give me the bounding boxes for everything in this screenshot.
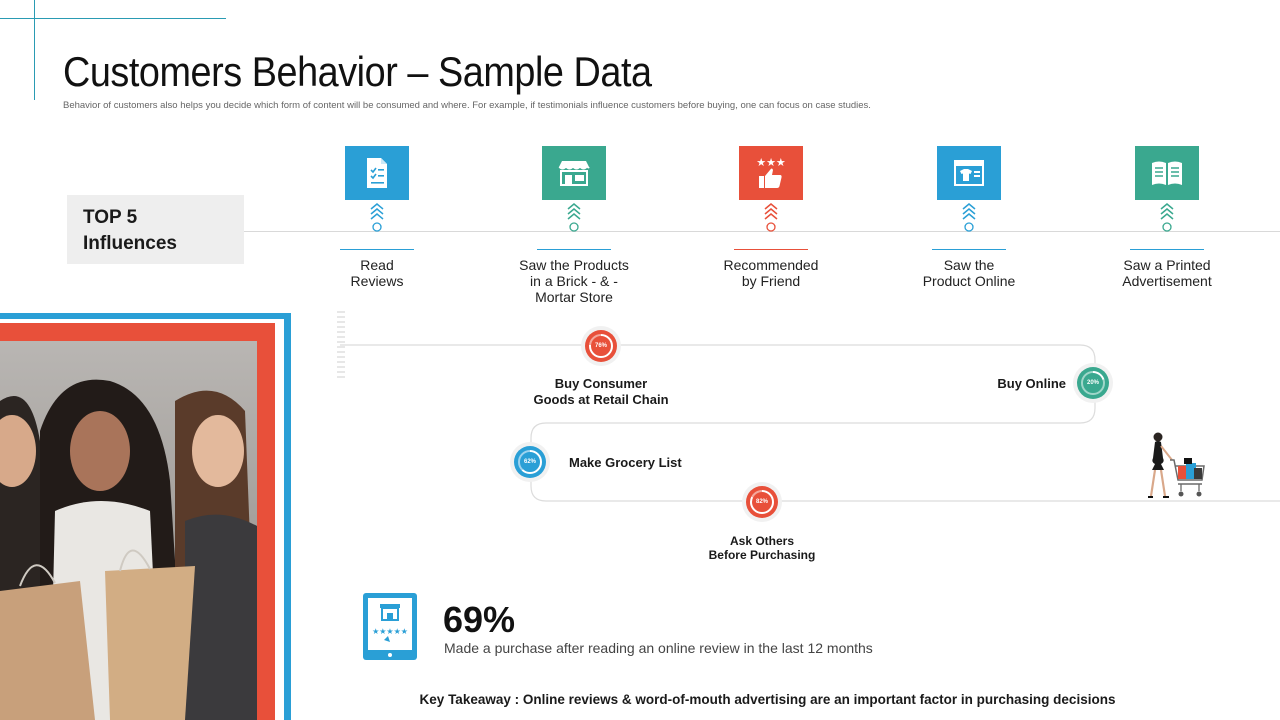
influence-read-reviews: Read Reviews — [302, 146, 452, 289]
checklist-document-icon — [345, 146, 409, 200]
top5-line1: TOP 5 — [83, 207, 138, 228]
influence-recommended-by-friend: ★★★ Recommended by Friend — [696, 146, 846, 289]
influence-underline — [537, 249, 611, 250]
donut-percent: 20% — [1086, 380, 1099, 386]
donut-retail-chain: 76% — [580, 325, 622, 367]
decorative-horizontal-line — [0, 18, 226, 19]
donut-percent: 62% — [523, 459, 536, 465]
open-magazine-icon — [1135, 146, 1199, 200]
influence-label: Read Reviews — [350, 257, 404, 289]
shopper-with-cart-icon — [1148, 432, 1205, 498]
stat-description: Made a purchase after reading an online … — [444, 640, 873, 656]
page-subtitle: Behavior of customers also helps you dec… — [63, 100, 871, 111]
svg-text:★★★★★: ★★★★★ — [372, 627, 408, 636]
svg-text:★★★: ★★★ — [756, 156, 786, 169]
stat-value: 69% — [443, 599, 516, 640]
tablet-review-icon: ★★★★★ — [363, 593, 417, 660]
scale-ticks — [337, 311, 345, 378]
chevrons-up-icon — [370, 203, 384, 232]
chevrons-up-icon — [764, 203, 778, 232]
influences-timeline — [244, 231, 1280, 232]
purchase-flow-path — [340, 344, 1280, 502]
browser-shirt-icon — [937, 146, 1001, 200]
donut-percent: 82% — [755, 499, 768, 505]
influence-underline — [932, 249, 1006, 250]
influence-product-online: Saw the Product Online — [894, 146, 1044, 289]
chevrons-up-icon — [567, 203, 581, 232]
donut-percent: 76% — [594, 343, 607, 349]
thumbs-up-stars-icon: ★★★ — [739, 146, 803, 200]
step-make-grocery-list: Make Grocery List — [569, 455, 682, 470]
influence-label: Recommended by Friend — [723, 257, 819, 289]
page-title: Customers Behavior – Sample Data — [63, 48, 652, 95]
chevrons-up-icon — [962, 203, 976, 232]
influence-underline — [1130, 249, 1204, 250]
influence-printed-advertisement: Saw a Printed Advertisement — [1092, 146, 1242, 289]
influence-label: Saw the Product Online — [922, 257, 1016, 289]
influence-label: Saw the Products in a Brick - & - Mortar… — [519, 257, 629, 305]
donut-buy-online: 20% — [1072, 362, 1114, 404]
decorative-vertical-line — [34, 0, 35, 100]
donut-ask-others: 82% — [741, 481, 783, 523]
donut-grocery-list: 62% — [509, 441, 551, 483]
top5-line2: Influences — [83, 233, 177, 254]
step-buy-online: Buy Online — [997, 376, 1066, 391]
shoppers-photo — [0, 341, 257, 720]
step-buy-retail-chain: Buy Consumer Goods at Retail Chain — [533, 376, 669, 407]
chevrons-up-icon — [1160, 203, 1174, 232]
influence-underline — [734, 249, 808, 250]
step-ask-others: Ask Others Before Purchasing — [708, 534, 816, 562]
storefront-icon — [542, 146, 606, 200]
influence-brick-mortar-store: Saw the Products in a Brick - & - Mortar… — [499, 146, 649, 305]
top5-influences-box: TOP 5 Influences — [67, 195, 244, 264]
influence-label: Saw a Printed Advertisement — [1122, 257, 1212, 289]
influence-underline — [340, 249, 414, 250]
